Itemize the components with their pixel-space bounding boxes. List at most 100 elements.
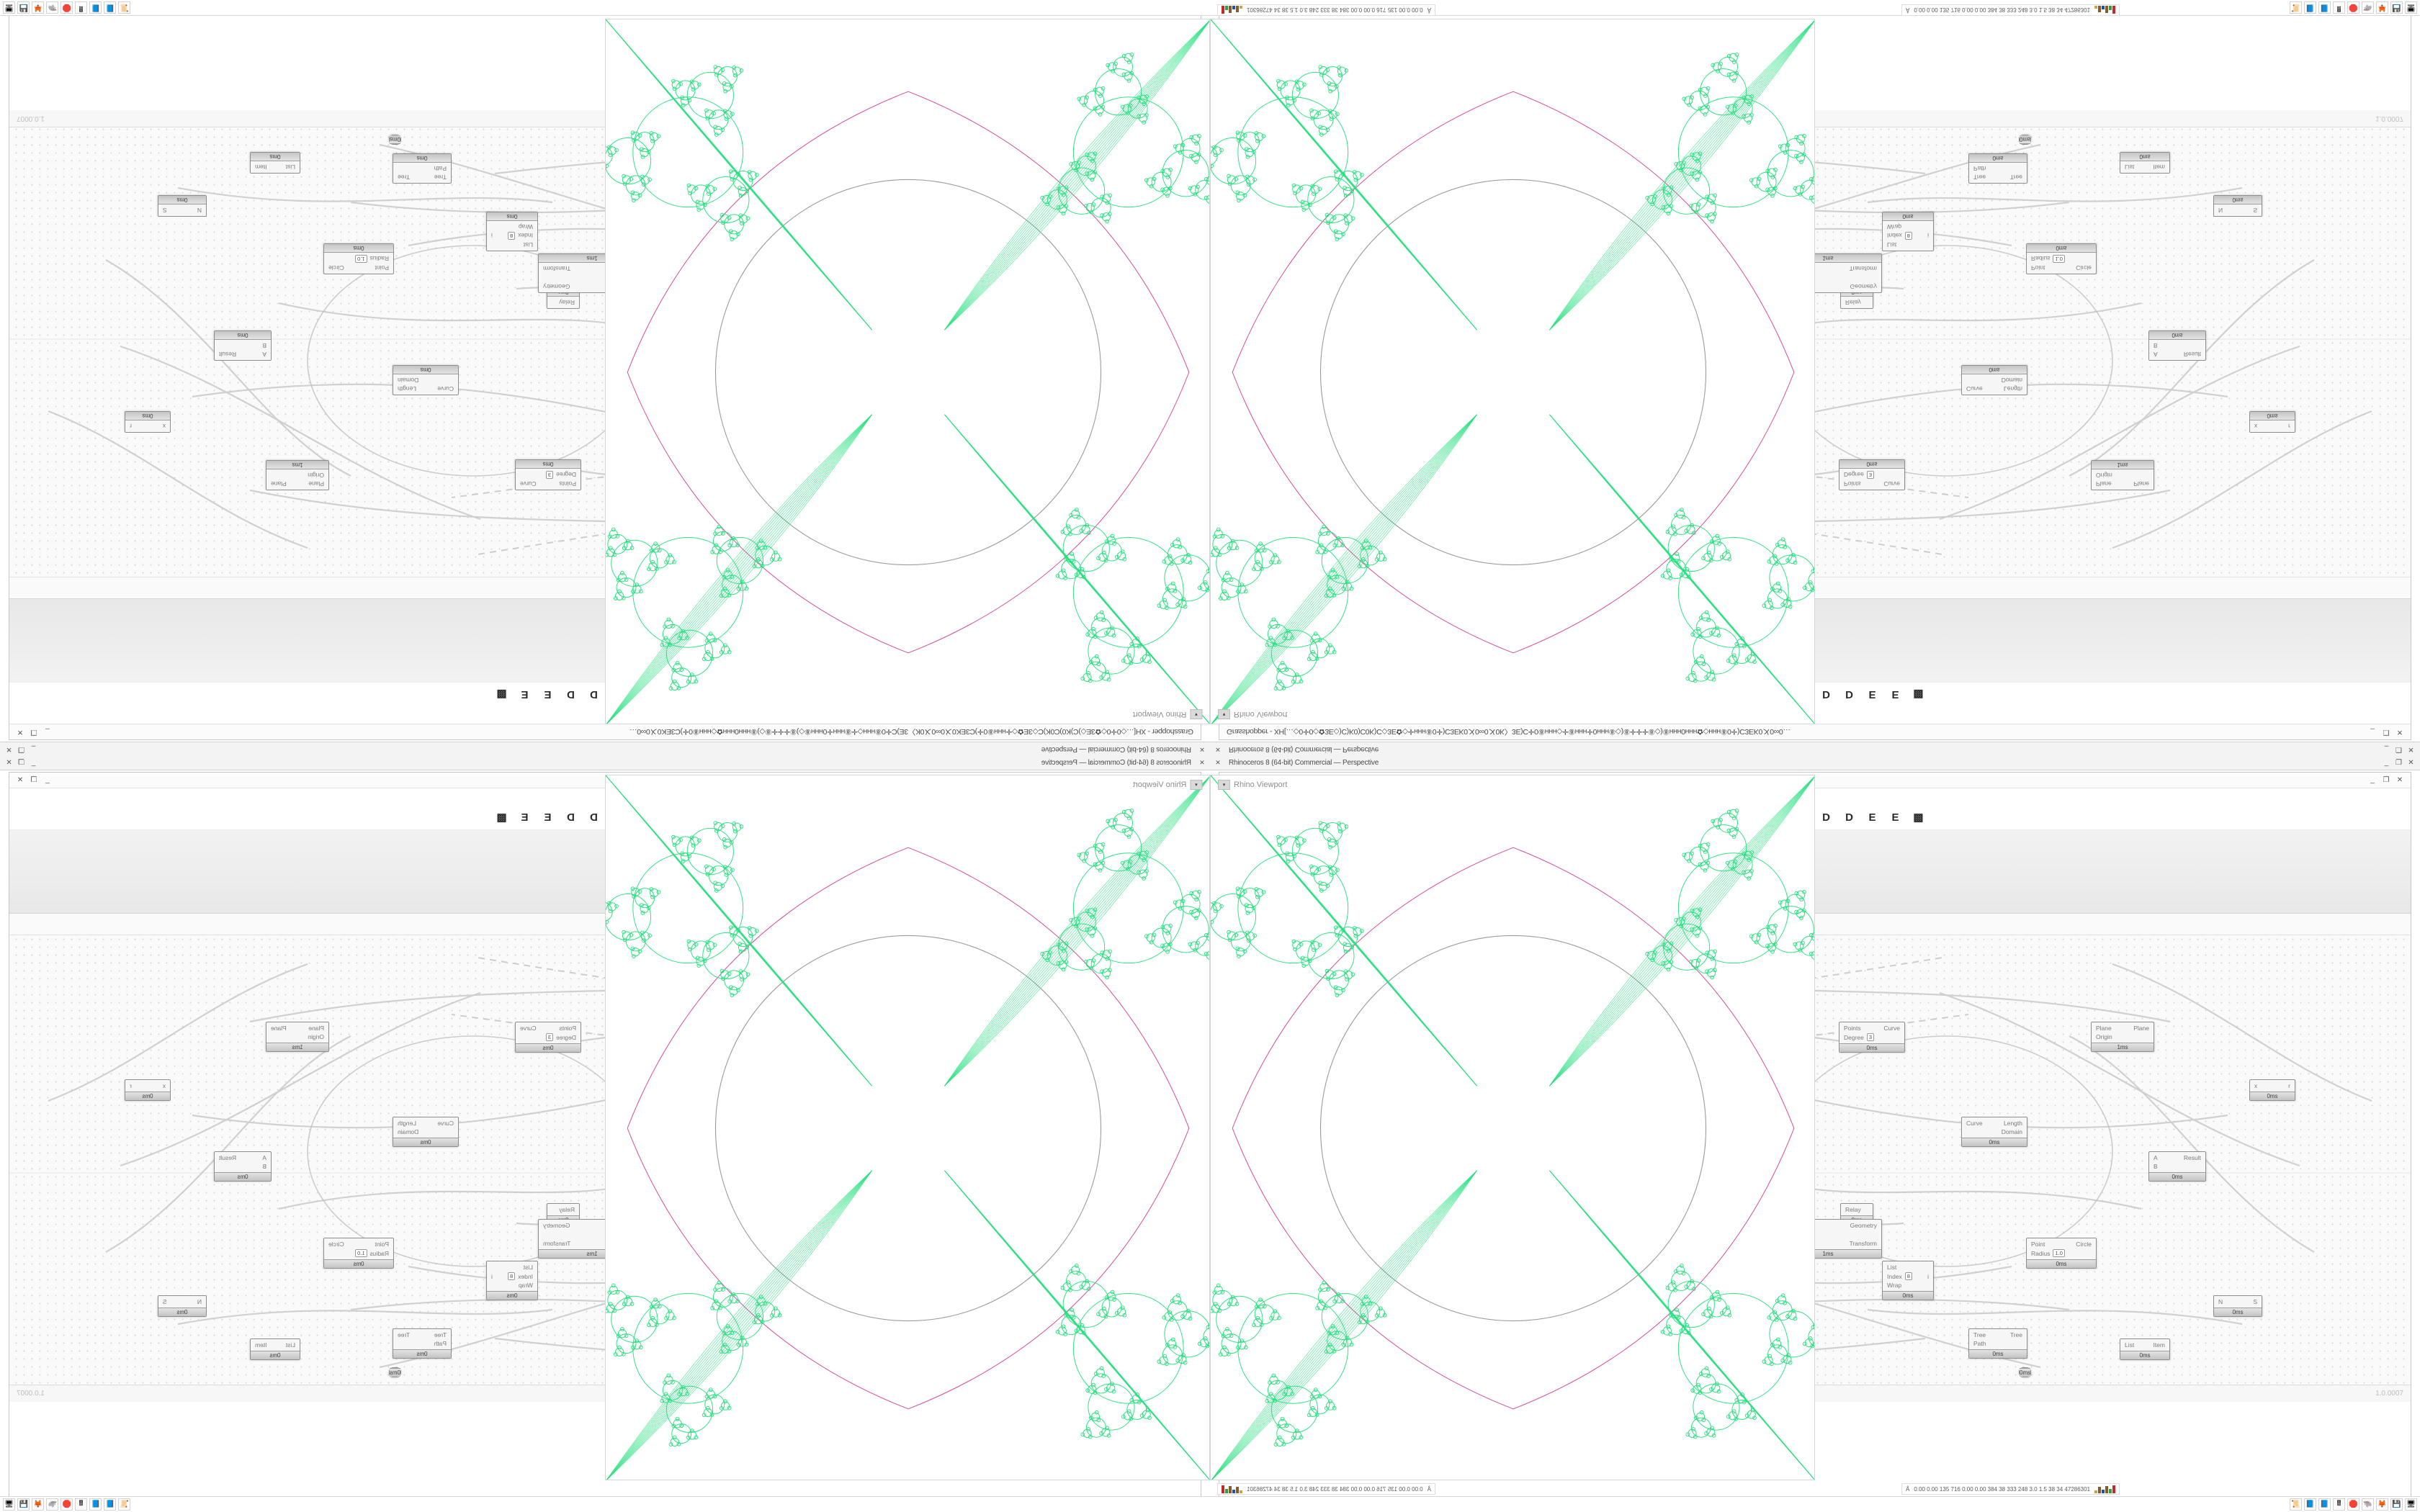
taskbar-icon[interactable]: 📘 (2304, 1, 2316, 14)
rhino-close-icon[interactable]: ✕ (1215, 746, 1221, 753)
taskbar-icon[interactable]: 💾 (17, 1498, 30, 1511)
gh-component[interactable]: A Result B 0ms (2148, 1151, 2206, 1182)
gh-param-value[interactable]: 1.0 (2053, 1249, 2065, 1257)
gh-param-value[interactable]: 3 (545, 471, 554, 479)
rhino-close-icon[interactable]: ✕ (1215, 759, 1221, 766)
windows-taskbar[interactable]: 📜 📘 📘 🖩 🛑 🐃 🦊 💾 🖥 (1210, 1496, 2420, 1512)
rhino-minimize-button[interactable]: _ (31, 745, 36, 753)
gh-param-value[interactable]: 1.0 (355, 1249, 367, 1257)
ribbon-tab-icon[interactable]: E (544, 811, 552, 824)
taskbar-icon[interactable]: 🖥 (3, 1498, 15, 1511)
rhino-minimize-button[interactable]: _ (2384, 759, 2389, 767)
ribbon-tab-icon[interactable]: E (1868, 811, 1876, 824)
taskbar-icon[interactable]: 🖥 (2405, 1, 2417, 14)
gh-component[interactable]: List Item 0ms (250, 1338, 300, 1360)
gh-component[interactable]: Plane Plane Origin 1ms (266, 1022, 329, 1052)
gh-param-value[interactable]: 1.0 (355, 255, 367, 263)
gh-component[interactable]: Point Circle Radius 1.0 0ms (323, 243, 394, 274)
taskbar-icon[interactable]: 🐃 (2362, 1, 2374, 14)
gh-minimize-button[interactable]: _ (45, 728, 50, 736)
gh-component[interactable]: Tree Tree Path 0ms (1968, 1328, 2027, 1359)
taskbar-icon[interactable]: 💾 (2390, 1498, 2403, 1511)
taskbar-icon[interactable]: 🖩 (2333, 1, 2345, 14)
taskbar-icon[interactable]: 📘 (104, 1498, 116, 1511)
gh-component[interactable]: 0ms (388, 1367, 401, 1377)
taskbar-icon[interactable]: 🖥 (2405, 1498, 2417, 1511)
rhino-minimize-button[interactable]: _ (31, 759, 36, 767)
gh-component[interactable]: 0ms (388, 135, 401, 145)
gh-component[interactable]: Points Curve Degree 3 0ms (1839, 1022, 1905, 1053)
gh-component[interactable]: List Index 8 i Wrap 0ms (1882, 1261, 1934, 1300)
gh-component[interactable]: 0ms (2019, 1367, 2032, 1377)
taskbar-icon[interactable]: 📘 (2318, 1498, 2331, 1511)
taskbar-icon[interactable]: 📘 (89, 1, 102, 14)
gh-close-button[interactable]: ✕ (17, 776, 24, 784)
rhino-viewport[interactable]: ▾ Rhino Viewport (605, 775, 1210, 1480)
gh-component[interactable]: N S 0ms (158, 195, 207, 217)
taskbar-icon[interactable]: 📘 (2304, 1498, 2316, 1511)
ribbon-tab-icon[interactable]: D (590, 811, 598, 824)
gh-param-value[interactable]: 8 (1904, 1272, 1912, 1280)
gh-component[interactable]: List Index 8 i Wrap 0ms (1882, 212, 1934, 251)
taskbar-icon[interactable]: 💾 (17, 1, 30, 14)
taskbar-icon[interactable]: 📜 (118, 1, 130, 14)
taskbar-icon[interactable]: 📘 (104, 1, 116, 14)
gh-minimize-button[interactable]: _ (2370, 728, 2375, 736)
gh-component[interactable]: A Result B 0ms (214, 1151, 272, 1182)
ribbon-tab-icon[interactable]: D (1822, 811, 1830, 824)
gh-param-value[interactable]: 3 (1866, 471, 1875, 479)
gh-component[interactable]: List Item 0ms (2120, 1338, 2170, 1360)
gh-close-button[interactable]: ✕ (2396, 728, 2403, 736)
gh-maximize-button[interactable]: ❐ (2383, 728, 2390, 736)
taskbar-icon[interactable]: 🛑 (2347, 1, 2360, 14)
gh-component[interactable]: x r 0ms (125, 1079, 171, 1101)
gh-component[interactable]: N S 0ms (2213, 1295, 2262, 1317)
gh-maximize-button[interactable]: ❐ (30, 728, 37, 736)
gh-component[interactable]: List Item 0ms (2120, 152, 2170, 174)
gh-component[interactable]: Point Circle Radius 1.0 0ms (2026, 1238, 2097, 1269)
rhino-close-icon[interactable]: ✕ (1199, 759, 1205, 766)
taskbar-icon[interactable]: 💾 (2390, 1, 2403, 14)
gh-component[interactable]: A Result B 0ms (214, 330, 272, 361)
taskbar-icon[interactable]: 📘 (2318, 1, 2331, 14)
gh-component[interactable]: Plane Plane Origin 1ms (266, 460, 329, 490)
gh-component[interactable]: x r 0ms (2249, 411, 2295, 433)
rhino-viewport[interactable]: ▾ Rhino Viewport (1210, 775, 1815, 1480)
gh-component[interactable]: Points Curve Degree 3 0ms (1839, 459, 1905, 490)
taskbar-icon[interactable]: 🐃 (46, 1, 58, 14)
gh-component[interactable]: Points Curve Degree 3 0ms (515, 459, 581, 490)
ribbon-tab-icon[interactable]: D (1822, 688, 1830, 701)
ribbon-tab-icon[interactable]: E (544, 688, 552, 701)
gh-component[interactable]: N S 0ms (2213, 195, 2262, 217)
taskbar-icon[interactable]: 📜 (2290, 1, 2302, 14)
gh-close-button[interactable]: ✕ (17, 728, 24, 736)
ribbon-tab-icon[interactable]: E (521, 688, 529, 701)
taskbar-icon[interactable]: 🛑 (60, 1498, 73, 1511)
gh-param-value[interactable]: 8 (508, 1272, 516, 1280)
rhino-close-button[interactable]: ✕ (6, 759, 12, 767)
gh-maximize-button[interactable]: ❐ (30, 776, 37, 784)
taskbar-icon[interactable]: 🖩 (75, 1498, 87, 1511)
gh-component[interactable]: Tree Tree Path 0ms (1968, 153, 2027, 184)
gh-component[interactable]: Curve Length Domain 0ms (393, 365, 459, 395)
gh-close-button[interactable]: ✕ (2396, 776, 2403, 784)
gh-component[interactable]: Curve Length Domain 0ms (1961, 1117, 2027, 1147)
ribbon-tab-icon[interactable]: E (1868, 688, 1876, 701)
gh-component[interactable]: Point Circle Radius 1.0 0ms (323, 1238, 394, 1269)
ribbon-tab-icon[interactable]: ▩ (1913, 688, 1924, 701)
taskbar-icon[interactable]: 🛑 (60, 1, 73, 14)
ribbon-tab-icon[interactable]: D (567, 811, 575, 824)
rhino-viewport[interactable]: ▾ Rhino Viewport (605, 19, 1210, 724)
gh-param-value[interactable]: 8 (508, 232, 516, 240)
gh-component[interactable]: Plane Plane Origin 1ms (2091, 460, 2154, 490)
gh-component[interactable]: Curve Length Domain 0ms (393, 1117, 459, 1147)
ribbon-tab-icon[interactable]: ▩ (496, 811, 507, 824)
gh-component[interactable]: x r 0ms (2249, 1079, 2295, 1101)
rhino-viewport[interactable]: ▾ Rhino Viewport (1210, 19, 1815, 724)
taskbar-icon[interactable]: 🛑 (2347, 1498, 2360, 1511)
windows-taskbar[interactable]: 📜 📘 📘 🖩 🛑 🐃 🦊 💾 🖥 (0, 1496, 1210, 1512)
ribbon-tab-icon[interactable]: D (1845, 688, 1853, 701)
gh-param-value[interactable]: 8 (1904, 232, 1912, 240)
rhino-minimize-button[interactable]: _ (2384, 745, 2389, 753)
taskbar-icon[interactable]: 📜 (118, 1498, 130, 1511)
